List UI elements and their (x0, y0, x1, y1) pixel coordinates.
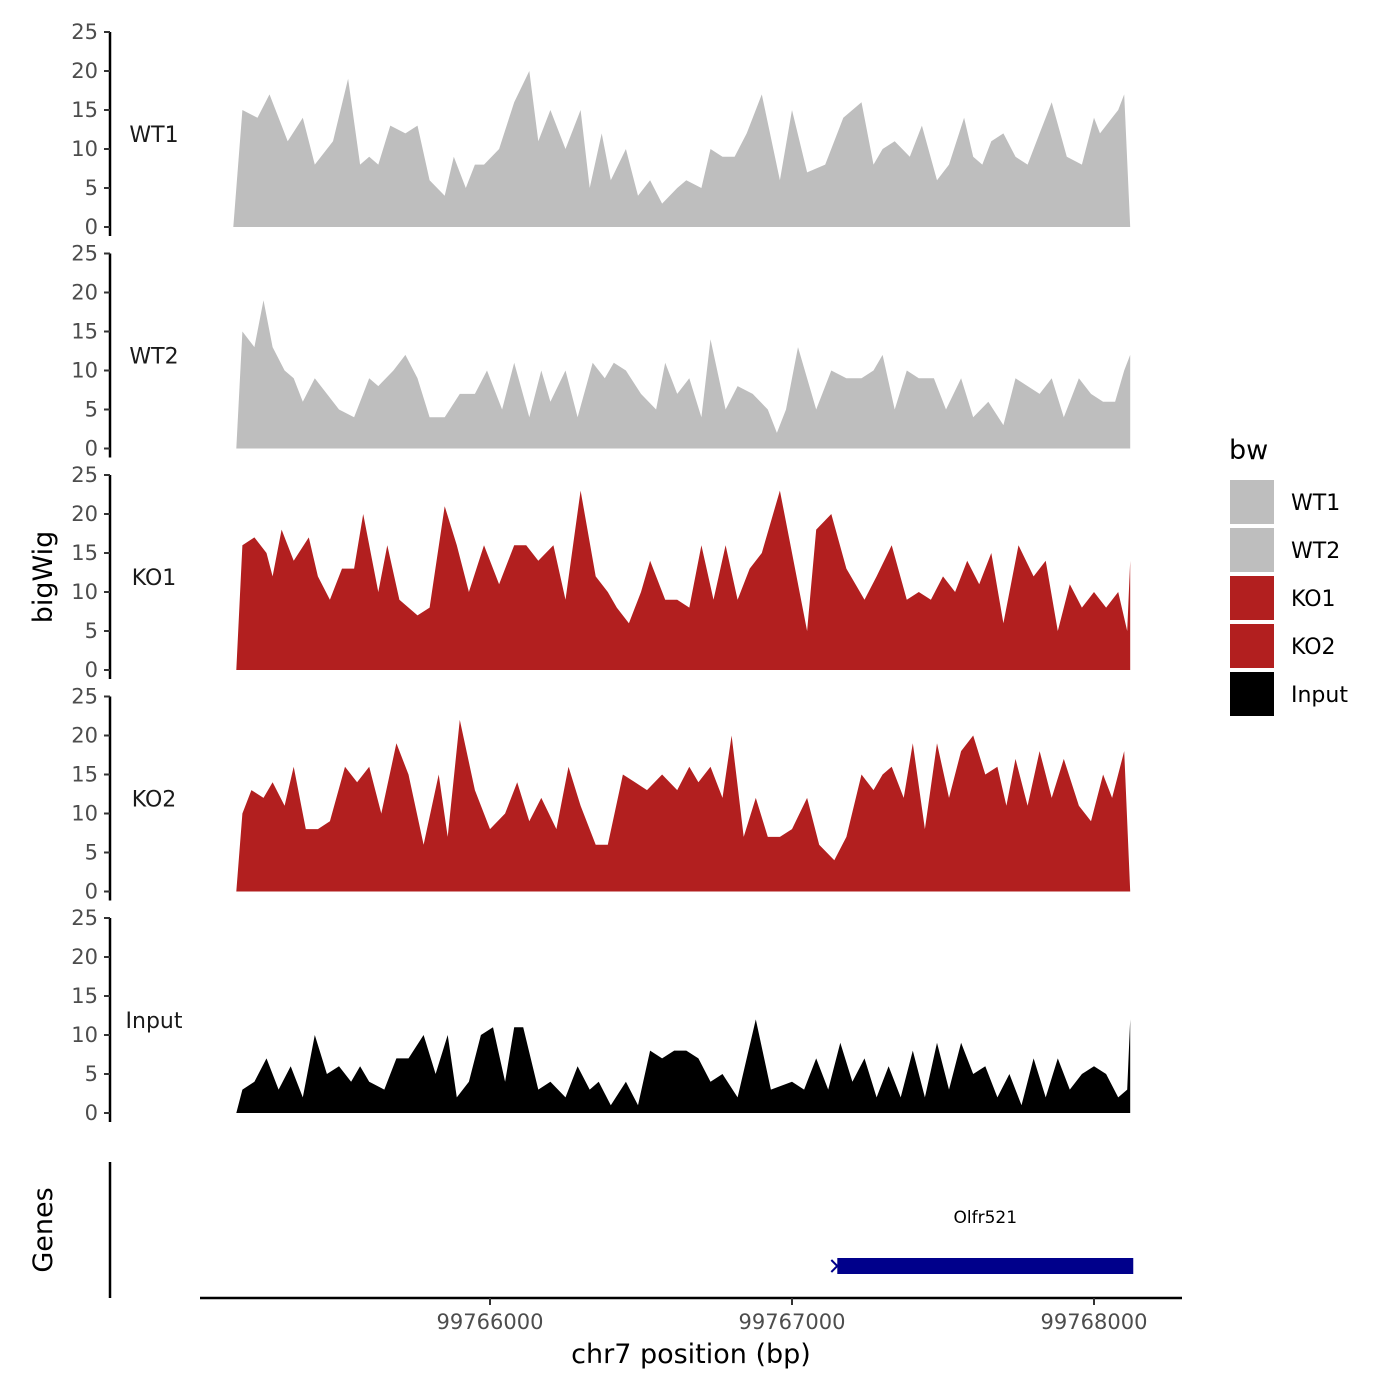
y-tick-label: 0 (85, 658, 98, 682)
track-input: 0 5 10 15 20 25 Input (71, 906, 1131, 1125)
legend-swatch (1230, 672, 1274, 716)
y-tick-label: 10 (71, 359, 98, 383)
y-tick-label: 5 (85, 398, 98, 422)
track-ko2: 0 5 10 15 20 25 KO2 (71, 685, 1131, 904)
gene-panel: Genes Olfr521 (28, 1162, 1134, 1298)
y-tick-label: 0 (85, 880, 98, 904)
track-ko1: 0 5 10 15 20 25 KO1 (71, 463, 1131, 682)
y-tick-label: 5 (85, 619, 98, 643)
legend-label: WT2 (1291, 539, 1340, 564)
legend-swatch (1230, 528, 1274, 572)
y-tick-label: 15 (71, 984, 98, 1008)
y-tick-label: 20 (71, 502, 98, 526)
legend-items: WT1 WT2 KO1 KO2 Input (1230, 480, 1348, 716)
y-tick-label: 20 (71, 59, 98, 83)
legend-title: bw (1229, 435, 1268, 466)
y-tick-label: 15 (71, 98, 98, 122)
y-tick-label: 10 (71, 137, 98, 161)
y-tick-label: 25 (71, 463, 98, 487)
y-tick-label: 5 (85, 841, 98, 865)
track-area-wt2 (236, 300, 1131, 449)
x-axis: 99766000 99767000 99768000 chr7 position (… (200, 1296, 1182, 1370)
y-tick-label: 25 (71, 20, 98, 44)
legend-label: Input (1291, 683, 1348, 708)
track-label: KO2 (132, 788, 177, 813)
legend-swatch (1230, 480, 1274, 524)
y-tick-label: 10 (71, 802, 98, 826)
x-tick-label: 99768000 (1041, 1310, 1148, 1334)
track-area-wt1 (233, 71, 1131, 227)
y-tick-label: 25 (71, 685, 98, 709)
gene-panel-label: Genes (28, 1187, 59, 1272)
y-tick-label: 0 (85, 437, 98, 461)
track-wt2: 0 5 10 15 20 25 WT2 (71, 242, 1131, 461)
legend: bw WT1 WT2 KO1 KO2 Input (1229, 435, 1348, 716)
y-tick-label: 10 (71, 580, 98, 604)
legend-swatch (1230, 624, 1274, 668)
y-tick-label: 15 (71, 320, 98, 344)
y-tick-label: 5 (85, 176, 98, 200)
gene-name-label: Olfr521 (954, 1208, 1018, 1228)
bigwig-tracks: 0510152025WT10510152025WT20510152025KO10… (71, 20, 1131, 1125)
track-area-ko1 (236, 490, 1131, 670)
y-axis-title: bigWig (28, 531, 59, 624)
legend-swatch (1230, 576, 1274, 620)
y-tick-label: 0 (85, 1101, 98, 1125)
y-tick-label: 20 (71, 724, 98, 748)
y-tick-label: 5 (85, 1062, 98, 1086)
track-label: WT2 (129, 345, 178, 370)
track-area-ko2 (236, 719, 1131, 892)
track-wt1: 0 5 10 15 20 25 WT1 (71, 20, 1131, 239)
y-tick-label: 0 (85, 215, 98, 239)
y-tick-label: 10 (71, 1023, 98, 1047)
legend-label: KO2 (1291, 635, 1336, 660)
gene-body (837, 1258, 1134, 1274)
y-tick-label: 15 (71, 763, 98, 787)
gene-marks: Olfr521 (830, 1208, 1134, 1274)
y-tick-label: 20 (71, 281, 98, 305)
gene-strand-arrow (830, 1259, 839, 1273)
y-tick-label: 25 (71, 242, 98, 266)
track-label: KO1 (132, 566, 177, 591)
legend-label: KO1 (1291, 587, 1336, 612)
y-tick-label: 20 (71, 945, 98, 969)
y-tick-label: 25 (71, 906, 98, 930)
y-tick-label: 15 (71, 541, 98, 565)
x-axis-title: chr7 position (bp) (571, 1339, 811, 1370)
track-area-input (236, 1019, 1131, 1113)
x-ticks: 99766000 99767000 99768000 (437, 1298, 1148, 1334)
track-label: WT1 (129, 123, 178, 148)
track-label: Input (126, 1009, 183, 1034)
legend-label: WT1 (1291, 491, 1340, 516)
x-tick-label: 99766000 (437, 1310, 544, 1334)
x-tick-label: 99767000 (739, 1310, 846, 1334)
